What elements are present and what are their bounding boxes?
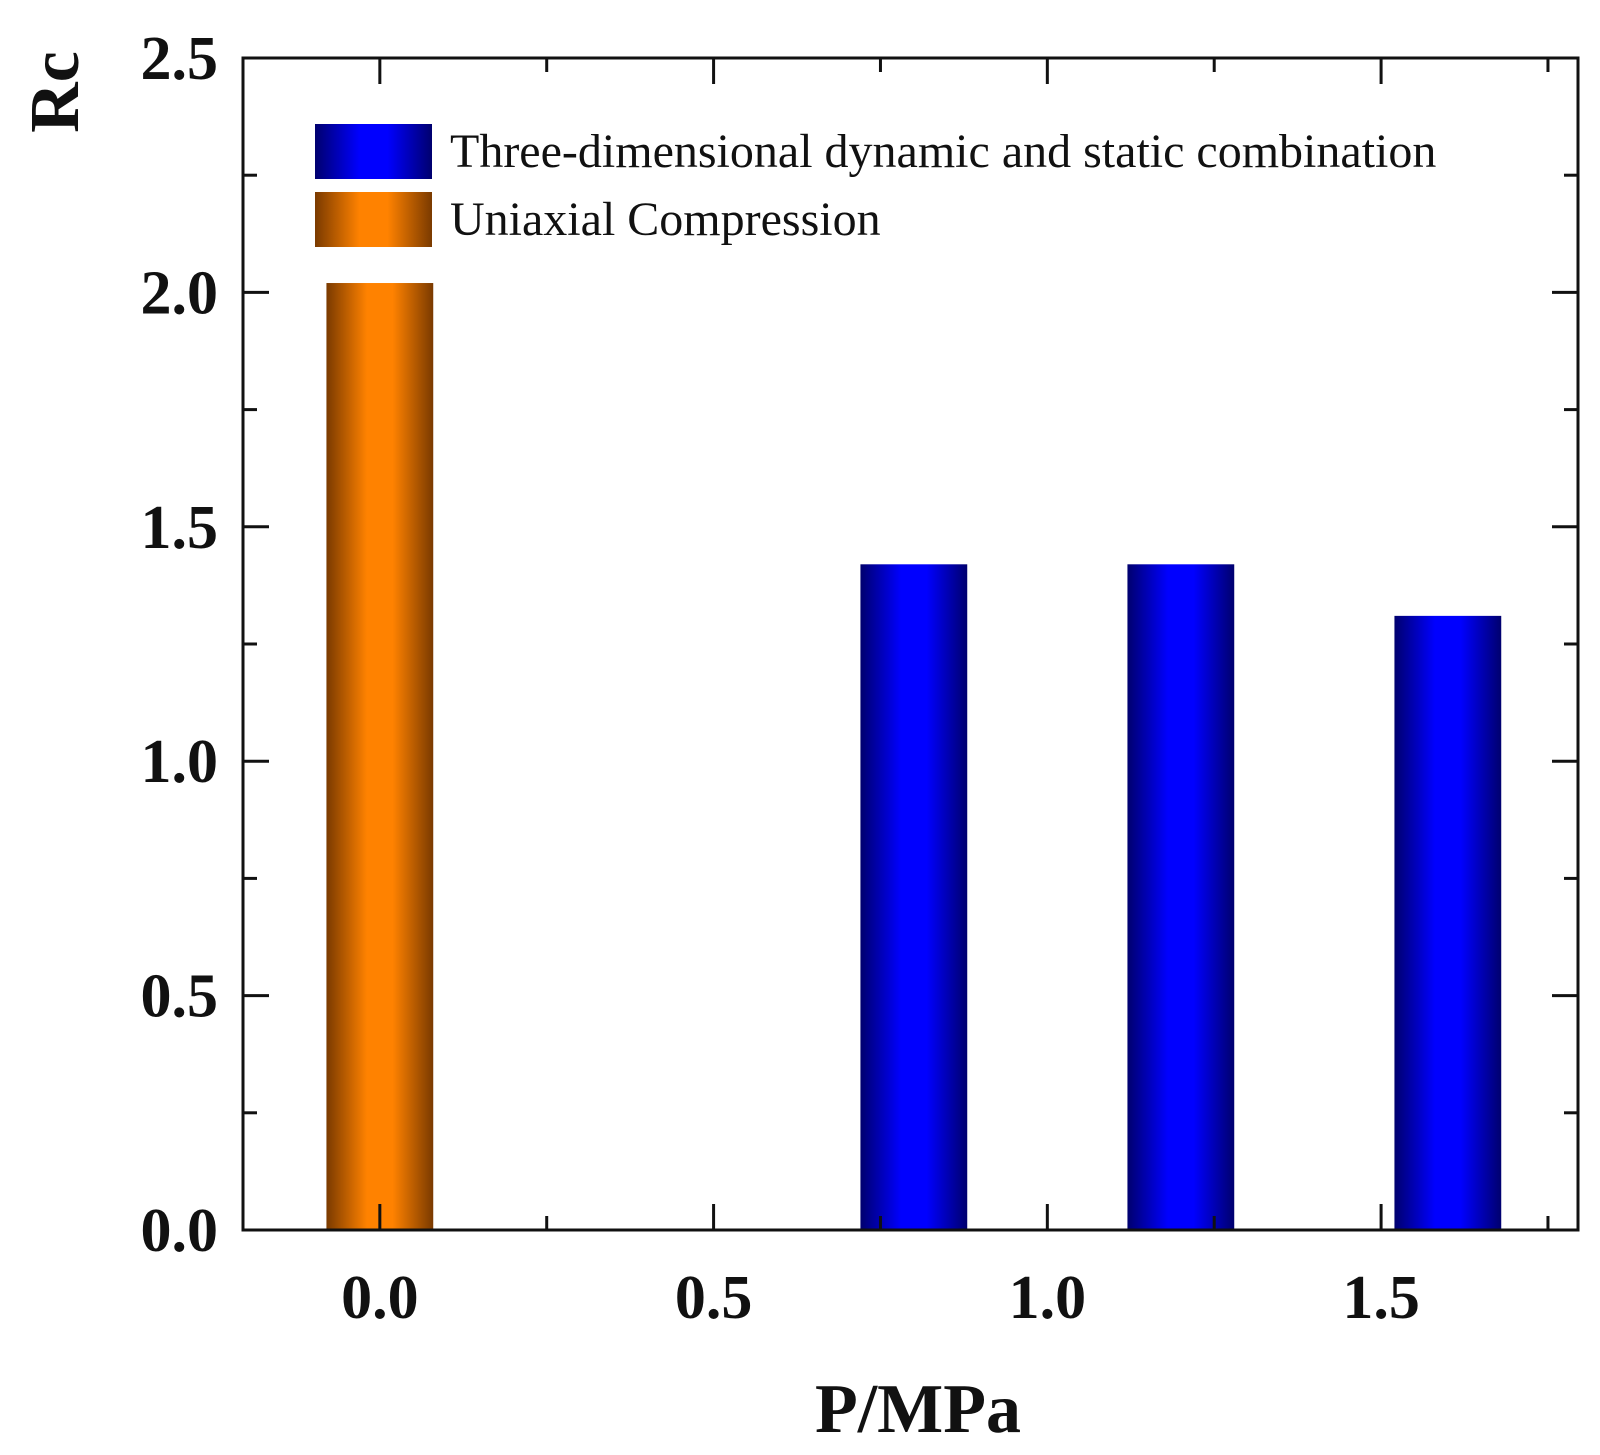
y-tick-label-4: 2.0 [141,259,219,327]
y-tick-label-5: 2.5 [141,25,219,93]
x-tick-label-0: 0.0 [341,1264,419,1332]
y-tick-label-2: 1.0 [141,728,219,796]
tick-labels-layer: 0.0 0.5 1.0 1.5 0.0 0.5 1.0 1.5 2.0 2.5 [141,25,1420,1332]
x-tick-label-2: 1.0 [1009,1264,1087,1332]
bars-layer [326,283,1502,1230]
bar-series1-point2 [1394,615,1502,1230]
legend: Three-dimensional dynamic and static com… [315,124,1436,247]
plot-frame [241,56,1580,1232]
y-axis-title: Rc [17,51,94,133]
legend-label-0: Three-dimensional dynamic and static com… [450,125,1436,178]
x-tick-label-3: 1.5 [1342,1264,1420,1332]
legend-swatch-0 [315,124,432,179]
y-tick-label-1: 0.5 [141,963,219,1031]
legend-swatch-1 [315,192,432,247]
bar-series1-point0 [860,564,968,1230]
y-tick-label-0: 0.0 [141,1197,219,1265]
y-tick-label-3: 1.5 [141,494,219,562]
bar-series0-point0 [326,283,434,1230]
bar-series1-point1 [1127,564,1235,1230]
x-axis-title: P/MPa [815,1371,1021,1448]
x-tick-label-1: 0.5 [675,1264,753,1332]
legend-label-1: Uniaxial Compression [450,193,881,246]
